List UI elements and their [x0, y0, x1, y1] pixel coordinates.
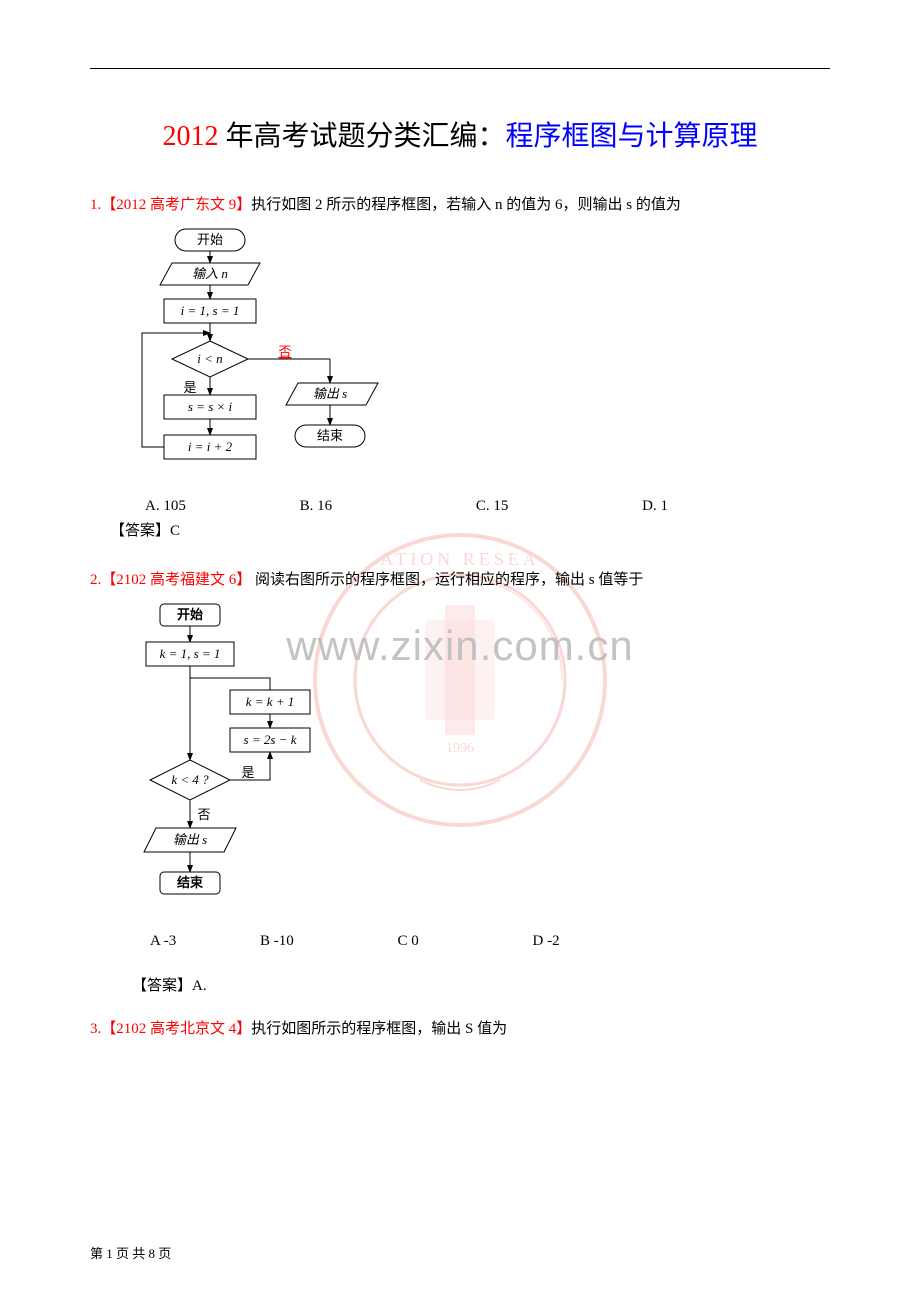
q2-tag: 2.【2102 高考福建文 6】: [90, 572, 251, 588]
svg-text:k = k + 1: k = k + 1: [246, 694, 295, 709]
svg-text:否: 否: [197, 807, 210, 822]
svg-text:i = i + 2: i = i + 2: [188, 439, 233, 454]
svg-text:结束: 结束: [177, 875, 204, 890]
svg-text:开始: 开始: [177, 607, 203, 622]
svg-text:输出 s: 输出 s: [173, 832, 207, 847]
q2-flowchart: 开始 k = 1, s = 1 k = k + 1 s = 2s − k k <…: [120, 600, 830, 925]
svg-text:k = 1, s = 1: k = 1, s = 1: [160, 646, 221, 661]
header-rule: [90, 68, 830, 69]
q1-opt-a: A. 105: [145, 498, 186, 515]
q2-stem: 2.【2102 高考福建文 6】 阅读右图所示的程序框图，运行相应的程序，输出 …: [90, 568, 830, 592]
q1-opt-c: C. 15: [476, 498, 509, 515]
svg-text:是: 是: [241, 765, 254, 780]
page-footer: 第 1 页 共 8 页: [90, 1243, 171, 1262]
svg-text:i < n: i < n: [197, 351, 222, 366]
svg-text:i = 1, s = 1: i = 1, s = 1: [181, 303, 240, 318]
q1-options: A. 105 B. 16 C. 15 D. 1: [145, 498, 830, 515]
q2-opt-d: D -2: [533, 933, 560, 950]
q2-opt-c: C 0: [398, 933, 419, 950]
title-year: 2012: [162, 121, 218, 152]
q1-stem: 1.【2012 高考广东文 9】执行如图 2 所示的程序框图，若输入 n 的值为…: [90, 193, 830, 217]
q1-answer: 【答案】C: [110, 519, 830, 540]
q2-answer: 【答案】A.: [132, 974, 830, 995]
q1-opt-d: D. 1: [642, 498, 668, 515]
q1-opt-b: B. 16: [300, 498, 333, 515]
q3-stem: 3.【2102 高考北京文 4】执行如图所示的程序框图，输出 S 值为: [90, 1017, 830, 1041]
svg-text:输出 s: 输出 s: [313, 386, 347, 401]
q2-text: 阅读右图所示的程序框图，运行相应的程序，输出 s 值等于: [251, 572, 643, 588]
q2-opt-a: A -3: [150, 933, 176, 950]
svg-text:开始: 开始: [197, 232, 223, 247]
q2-options: A -3 B -10 C 0 D -2: [150, 933, 830, 950]
q3-tag: 3.【2102 高考北京文 4】: [90, 1021, 251, 1037]
svg-text:s = 2s − k: s = 2s − k: [244, 732, 297, 747]
title-mid: 年高考试题分类汇编：: [218, 121, 505, 152]
q1-tag: 1.【2012 高考广东文 9】: [90, 197, 251, 213]
svg-text:s = s × i: s = s × i: [188, 399, 233, 414]
q1-flowchart: 开始 输入 n i = 1, s = 1 i < n 否 是 s = s × i: [130, 225, 830, 490]
q3-text: 执行如图所示的程序框图，输出 S 值为: [251, 1021, 507, 1037]
svg-text:结束: 结束: [317, 428, 343, 443]
svg-text:k < 4 ?: k < 4 ?: [171, 772, 209, 787]
q2-opt-b: B -10: [260, 933, 294, 950]
svg-text:是: 是: [183, 380, 196, 395]
title-topic: 程序框图与计算原理: [506, 121, 758, 152]
q1-text: 执行如图 2 所示的程序框图，若输入 n 的值为 6，则输出 s 的值为: [251, 197, 681, 213]
svg-text:否: 否: [278, 344, 291, 359]
page-title: 2012 年高考试题分类汇编：程序框图与计算原理: [90, 110, 830, 163]
svg-text:输入 n: 输入 n: [192, 266, 228, 281]
